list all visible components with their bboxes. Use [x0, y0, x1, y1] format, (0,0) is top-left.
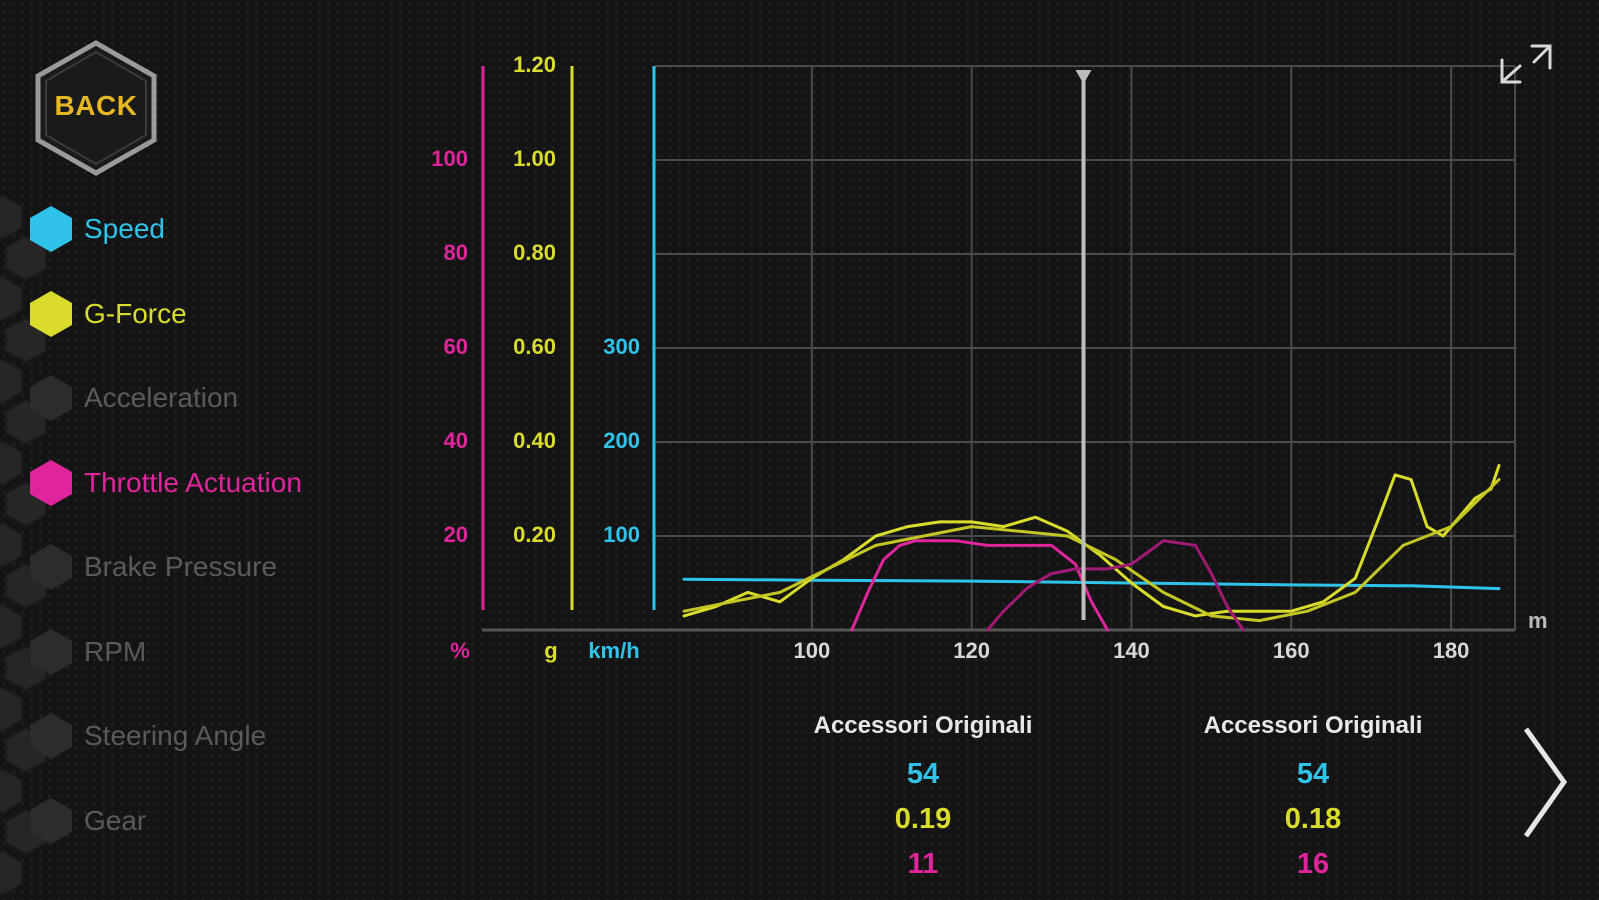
series-line-gforce-1 — [682, 464, 1501, 618]
speed-value: 54 — [906, 758, 940, 790]
gforce-tick-label: 0.80 — [513, 240, 556, 265]
hexagon-toggle-icon — [30, 628, 72, 675]
x-tick-label: 160 — [1273, 638, 1310, 663]
throttle-value: 11 — [907, 848, 939, 880]
channel-item-steering-angle[interactable]: Steering Angle — [28, 711, 266, 761]
x-axis-unit: m — [1528, 608, 1548, 633]
channel-label: Throttle Actuation — [84, 466, 302, 498]
speed-tick-label: 300 — [603, 334, 640, 359]
gforce-tick-label: 0.60 — [513, 334, 556, 359]
hexagon-frame-icon — [35, 40, 157, 176]
chart-cursor — [1075, 70, 1092, 620]
gforce-unit: g — [544, 638, 557, 663]
comparison-column-1: Accessori Originali 54 0.19 11 — [783, 712, 1063, 887]
throttle-tick-label: 60 — [444, 334, 468, 359]
channel-label: Acceleration — [84, 382, 239, 413]
hexagon-toggle-icon — [30, 290, 72, 337]
channel-item-rpm[interactable]: RPM — [28, 627, 146, 677]
comparison-header: Accessori Originali — [813, 712, 1033, 739]
throttle-value: 16 — [1296, 848, 1330, 880]
channel-label: Gear — [84, 804, 147, 836]
channel-label: Steering Angle — [84, 720, 267, 751]
throttle-tick-label: 80 — [444, 240, 468, 265]
throttle-tick-label: 40 — [444, 428, 468, 453]
gforce-tick-label: 1.20 — [513, 52, 556, 77]
expand-icon[interactable] — [1490, 40, 1560, 95]
throttle-tick-label: 20 — [444, 522, 468, 547]
speed-tick-label: 200 — [603, 428, 640, 453]
channel-item-brake-pressure[interactable]: Brake Pressure — [28, 542, 277, 592]
speed-value: 54 — [1296, 758, 1330, 790]
series-line-throttle-4 — [986, 539, 1245, 632]
speed-tick-label: 100 — [603, 522, 640, 547]
channel-item-throttle-actuation[interactable]: Throttle Actuation — [28, 458, 302, 508]
hexagon-toggle-icon — [30, 713, 72, 759]
channel-label: RPM — [84, 635, 147, 667]
x-tick-label: 100 — [793, 638, 830, 663]
series-line-throttle-3 — [850, 539, 1109, 632]
channel-item-acceleration[interactable]: Acceleration — [28, 373, 238, 423]
gforce-tick-label: 0.40 — [513, 428, 556, 453]
comparison-header: Accessori Originali — [1203, 712, 1423, 739]
channel-item-gear[interactable]: Gear — [28, 796, 146, 846]
gforce-value: 0.18 — [1284, 803, 1342, 835]
x-tick-label: 120 — [953, 638, 990, 663]
channel-label: G-Force — [84, 297, 187, 329]
telemetry-chart[interactable]: 20 40 60 80 100 0.20 0.40 0.60 0.80 1.00 1.20 100 20… — [0, 0, 1599, 700]
channel-item-speed[interactable]: Speed — [28, 204, 165, 254]
channel-item-g-force[interactable]: G-Force — [28, 289, 187, 339]
back-button[interactable]: BACK — [34, 40, 158, 176]
back-label: BACK — [54, 90, 138, 121]
x-tick-label: 140 — [1113, 638, 1150, 663]
comparison-column-2: Accessori Originali 54 0.18 16 — [1173, 712, 1453, 887]
x-tick-label: 180 — [1433, 638, 1470, 663]
hexagon-toggle-icon — [30, 544, 72, 590]
gforce-tick-label: 0.20 — [513, 522, 556, 547]
series-line-gforce-2 — [682, 478, 1501, 623]
hexagon-toggle-icon — [30, 797, 72, 844]
throttle-tick-label: 100 — [431, 146, 468, 171]
chart-axes — [481, 66, 1515, 632]
gforce-value: 0.19 — [894, 803, 952, 835]
chart-series — [682, 464, 1501, 632]
channel-label: Speed — [84, 213, 165, 244]
next-arrow-button[interactable] — [1520, 725, 1570, 840]
channel-label: Brake Pressure — [84, 551, 277, 582]
hexagon-toggle-icon — [30, 459, 72, 506]
chart-tick-labels: 20 40 60 80 100 0.20 0.40 0.60 0.80 1.00 1.20 100 20… — [431, 52, 1547, 663]
chevron-right-icon — [1523, 727, 1568, 838]
throttle-unit: % — [450, 638, 470, 663]
gforce-tick-label: 1.00 — [513, 146, 556, 171]
hexagon-toggle-icon — [30, 206, 72, 252]
speed-unit: km/h — [588, 638, 639, 663]
cursor-handle-icon — [1075, 70, 1092, 84]
hexagon-toggle-icon — [30, 375, 72, 421]
